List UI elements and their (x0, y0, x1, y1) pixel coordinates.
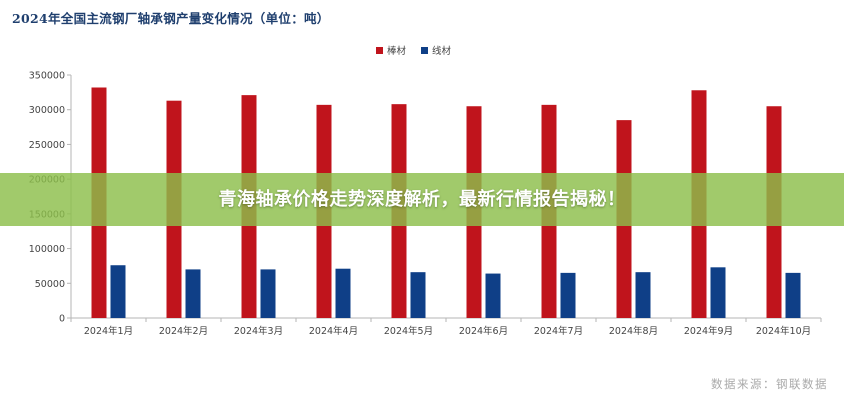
y-tick-label: 0 (59, 314, 65, 325)
y-tick-label: 100000 (29, 244, 65, 255)
bar-xiancai (710, 267, 726, 318)
x-tick-label: 2024年4月 (309, 325, 358, 337)
bar-xiancai (635, 272, 651, 318)
bar-xiancai (185, 269, 201, 318)
chart-title: 2024年全国主流钢厂轴承钢产量变化情况（单位：吨） (12, 11, 330, 26)
bar-xiancai (785, 272, 801, 318)
legend-label: 棒材 (387, 45, 407, 57)
legend-swatch (421, 47, 428, 54)
bar-xiancai (485, 273, 501, 318)
x-tick-label: 2024年5月 (384, 325, 433, 337)
y-tick-label: 350000 (29, 71, 65, 82)
headline-text: 青海轴承价格走势深度解析，最新行情报告揭秘！ (218, 189, 626, 210)
y-tick-label: 300000 (29, 105, 65, 116)
x-tick-label: 2024年3月 (234, 325, 283, 337)
y-tick-label: 50000 (35, 279, 65, 290)
legend-label: 线材 (432, 45, 452, 57)
bar-xiancai (260, 269, 276, 318)
bar-xiancai (560, 272, 576, 318)
headline-banner: 青海轴承价格走势深度解析，最新行情报告揭秘！ (0, 173, 844, 226)
data-source-note: 数据来源：钢联数据 (711, 377, 828, 391)
bar-xiancai (410, 272, 426, 318)
y-tick-label: 250000 (29, 140, 65, 151)
x-tick-label: 2024年6月 (459, 325, 508, 337)
x-tick-label: 2024年9月 (684, 325, 733, 337)
x-tick-label: 2024年1月 (84, 325, 133, 337)
bar-xiancai (335, 268, 351, 318)
bar-xiancai (110, 265, 126, 318)
x-tick-label: 2024年2月 (159, 325, 208, 337)
x-tick-label: 2024年8月 (609, 325, 658, 337)
legend-swatch (376, 47, 383, 54)
chart-legend: 棒材 线材 (376, 45, 452, 57)
x-tick-label: 2024年10月 (756, 325, 811, 337)
x-tick-label: 2024年7月 (534, 325, 583, 337)
x-axis: 2024年1月 2024年2月 2024年3月 2024年4月 2024年5月 2024年… (70, 317, 822, 337)
